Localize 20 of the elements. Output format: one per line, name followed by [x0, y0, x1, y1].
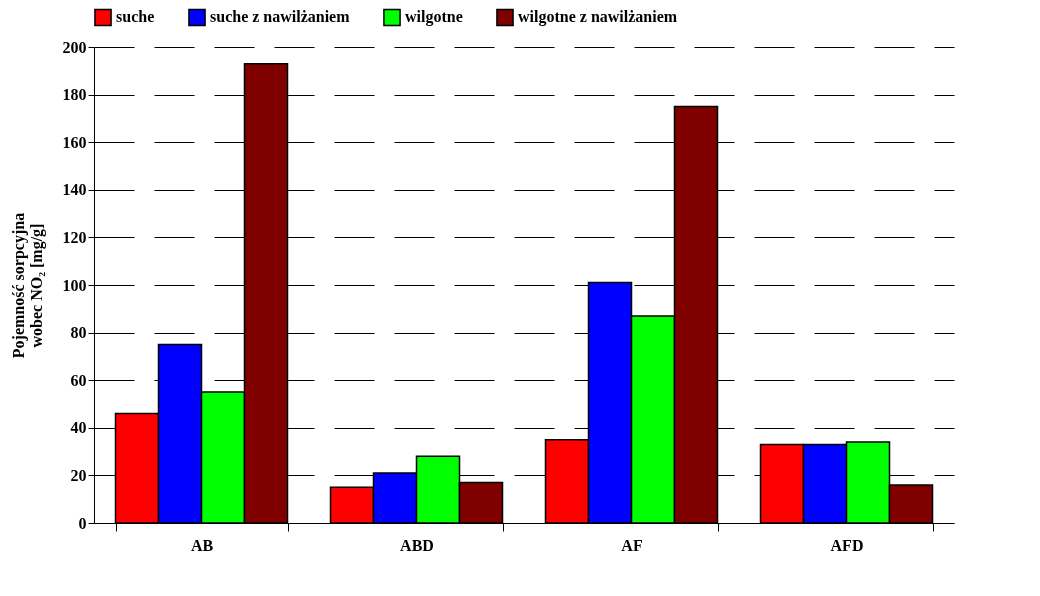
y-tick-label: 40	[70, 419, 87, 437]
y-tick-label: 140	[62, 181, 87, 199]
y-tick-label: 0	[78, 514, 87, 532]
y-tick-label: 100	[62, 276, 87, 294]
y-tick-label: 160	[62, 133, 87, 151]
x-tick-label: AFD	[830, 536, 864, 554]
y-tick-label: 60	[70, 371, 87, 389]
y-tick-label: 180	[62, 86, 87, 104]
y-axis-title: Pojemność sorpcyjna wobec NO₂ [mg/g]	[9, 212, 46, 359]
y-tick-label: 120	[62, 228, 87, 246]
legend-label: suche z nawilżaniem	[210, 8, 351, 26]
legend-label: suche	[116, 8, 155, 26]
y-tick-label: 20	[70, 466, 87, 484]
legend-label: wilgotne	[405, 8, 463, 27]
y-tick-label: 80	[70, 324, 87, 342]
y-tick-label: 200	[62, 38, 87, 56]
legend-label: wilgotne z nawilżaniem	[518, 8, 678, 27]
x-tick-label: ABD	[400, 536, 434, 554]
x-tick-label: AB	[190, 536, 214, 554]
x-tick-label: AF	[621, 536, 643, 554]
